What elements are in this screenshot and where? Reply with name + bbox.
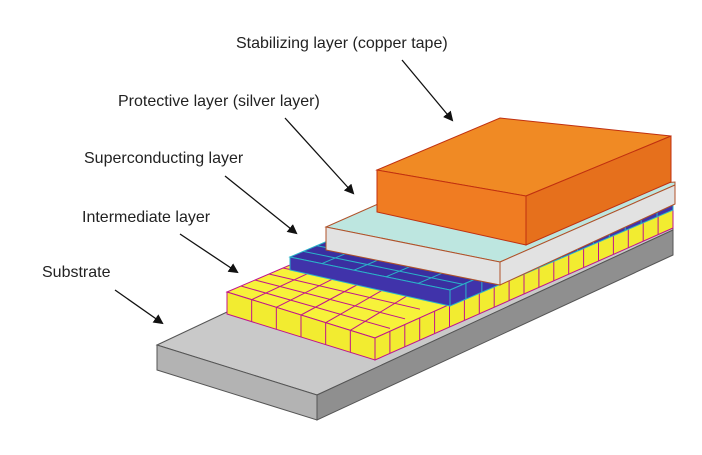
stabilizing-layer-label: Stabilizing layer (copper tape) <box>236 35 448 52</box>
superconducting-arrow <box>224 175 298 235</box>
substrate-arrow <box>114 289 164 325</box>
protective-arrow <box>284 117 355 195</box>
copper-side-face <box>525 135 672 246</box>
superconducting-grid-line <box>303 250 464 285</box>
protective-side-face <box>499 184 676 286</box>
substrate-side-face <box>316 229 674 421</box>
stabilizing-arrow <box>401 59 454 122</box>
intermediate-grid-lines <box>240 210 659 354</box>
substrate-label: Substrate <box>42 264 111 281</box>
intermediate-arrow <box>179 233 239 274</box>
stabilizing-layer <box>375 117 672 246</box>
superconducting-layer-label: Superconducting layer <box>84 150 244 167</box>
intermediate-layer-label: Intermediate layer <box>82 209 211 226</box>
protective-layer-label: Protective layer (silver layer) <box>118 93 320 110</box>
